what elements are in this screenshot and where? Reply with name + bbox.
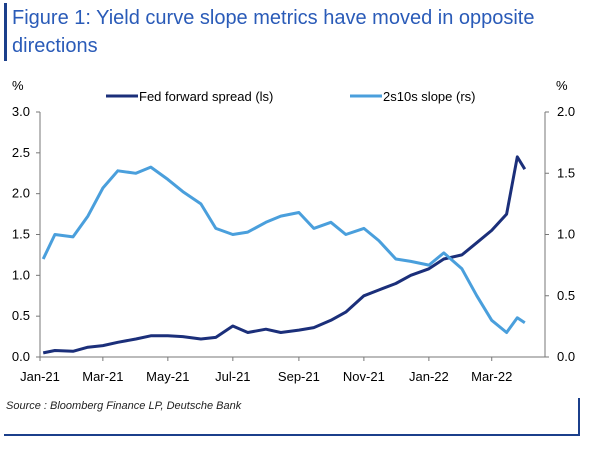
legend-label: 2s10s slope (rs) (383, 89, 475, 104)
chart-canvas: % % 0.0 0.5 1.0 1.5 2.0 2.5 3.0 0.0 0.5 1.0 1.5 2.0 Ja… (12, 78, 575, 384)
x-tick-label: Sep-21 (278, 369, 320, 384)
left-tick-label: 2.0 (12, 186, 30, 201)
x-tick-label: Jul-21 (215, 369, 250, 384)
legend-label: Fed forward spread (ls) (139, 89, 273, 104)
left-tick-label: 2.5 (12, 145, 30, 160)
right-axis-unit: % (556, 78, 568, 93)
left-tick-label: 1.0 (12, 267, 30, 282)
chart-axes: % % 0.0 0.5 1.0 1.5 2.0 2.5 3.0 0.0 0.5 1.0 1.5 2.0 Ja… (12, 78, 575, 384)
x-tick-label: Jan-21 (20, 369, 60, 384)
right-tick-label: 0.5 (557, 288, 575, 303)
title-accent-bar (4, 3, 7, 61)
left-tick-label: 3.0 (12, 104, 30, 119)
chart-legend: Fed forward spread (ls) 2s10s slope (rs) (106, 89, 475, 104)
right-tick-label: 0.0 (557, 349, 575, 364)
left-axis-unit: % (12, 78, 24, 93)
source-note: Source : Bloomberg Finance LP, Deutsche … (6, 400, 242, 412)
chart-title: Figure 1: Yield curve slope metrics have… (12, 7, 535, 57)
chart-series (41, 155, 527, 355)
x-tick-label: Mar-22 (471, 369, 512, 384)
x-tick-label: Jan-22 (409, 369, 449, 384)
series-line-fed-forward-spread (42, 155, 527, 355)
right-tick-label: 1.0 (557, 227, 575, 242)
x-tick-label: Mar-21 (82, 369, 123, 384)
left-tick-label: 0.0 (12, 349, 30, 364)
x-tick-label: May-21 (146, 369, 189, 384)
left-tick-label: 1.5 (12, 227, 30, 242)
left-tick-label: 0.5 (12, 308, 30, 323)
x-tick-label: Nov-21 (343, 369, 385, 384)
frame-bottom-border (4, 434, 580, 436)
right-tick-label: 2.0 (557, 104, 575, 119)
right-tick-label: 1.5 (557, 165, 575, 180)
series-line-2s10s-slope (41, 165, 526, 334)
frame-right-border (578, 398, 580, 436)
